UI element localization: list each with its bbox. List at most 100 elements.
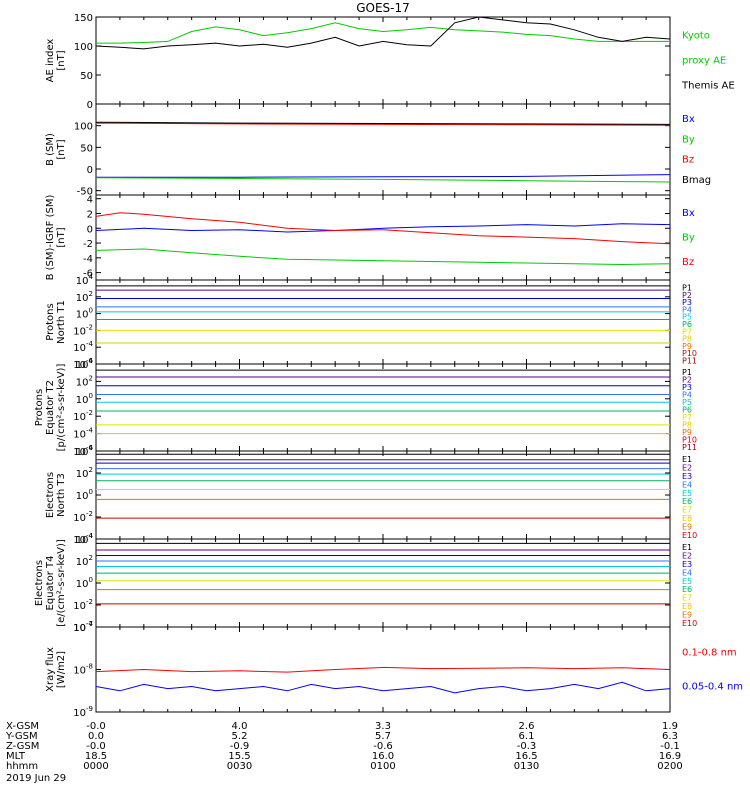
legend-entry: E9 — [682, 522, 692, 531]
y-tick-label: 102 — [76, 554, 93, 568]
legend-entry: Bmag — [682, 175, 711, 186]
series-line-bz — [95, 122, 671, 126]
date-label: 2019 Jun 29 — [6, 773, 66, 784]
ephemeris-value: 0200 — [657, 761, 682, 772]
legend-entry: E7 — [682, 594, 692, 603]
panel-electrons-t4: 104 102 100 10-2 10-4 Electrons Equator T4 [e/(… — [34, 532, 697, 634]
ephemeris-row-label: MLT — [6, 751, 26, 762]
y-tick-label: 100 — [76, 576, 93, 590]
legend-entry: 0.1-0.8 nm — [682, 648, 737, 659]
legend-entry: E6 — [682, 585, 692, 594]
ephemeris-value: 1.9 — [662, 721, 678, 732]
legend-entry: E4 — [682, 480, 692, 489]
series-line-bx — [96, 174, 671, 178]
ephemeris-value: 16.9 — [659, 751, 681, 762]
y-tick-label: 0 — [87, 224, 93, 235]
y-tick-label: 104 — [76, 357, 94, 371]
ephemeris-value: -0.0 — [86, 721, 106, 732]
panel-ae: 0 50 100 150 AE index [nT] Kyoto proxy AE Themis… — [45, 13, 735, 111]
series-line-0-05-0-4-nm — [95, 681, 671, 694]
legend-entry: P5 — [682, 398, 692, 407]
legend-entry: By — [682, 134, 695, 145]
y-tick-label: 4 — [87, 195, 93, 206]
ephemeris-value: -0.6 — [373, 741, 393, 752]
legend-entry: P8 — [682, 335, 692, 344]
y-tick-label: 100 — [76, 392, 93, 406]
y-axis-label: B (SM)-IGRF (SM) — [45, 195, 56, 281]
legend-entry: P2 — [682, 291, 692, 300]
legend-entry: P1 — [682, 284, 692, 293]
chart-title: GOES-17 — [356, 1, 410, 15]
legend-entry: 0.05-0.4 nm — [682, 682, 743, 693]
legend-entry: Themis AE — [681, 80, 735, 91]
panel-frame — [95, 16, 671, 105]
ephemeris-value: 0030 — [227, 761, 252, 772]
ephemeris-value: 0000 — [83, 761, 108, 772]
y-axis-label: [p/(cm²-s-sr-keV)] — [56, 364, 67, 452]
y-tick-label: 10-4 — [73, 532, 93, 546]
y-tick-label: 0 — [87, 165, 93, 176]
series-line-bmag — [95, 121, 671, 125]
panel-xray: 10-7 10-8 10-9 Xray flux [W/m2] 0.1-0.8 nm 0.0… — [45, 620, 743, 719]
y-tick-label: -50 — [77, 187, 93, 198]
ephemeris-value: 2.6 — [519, 721, 535, 732]
y-axis-label: [e/(cm²-s-sr-keV)] — [56, 539, 67, 627]
y-axis-label: AE index — [45, 39, 56, 83]
legend-entry: P11 — [682, 443, 697, 452]
y-axis-label: Equator T4 — [45, 556, 56, 611]
legend-entry: P2 — [682, 375, 692, 384]
ephemeris-row-label: Z-GSM — [6, 741, 39, 752]
y-tick-label: 150 — [74, 13, 93, 24]
legend-entry: E5 — [682, 489, 692, 498]
legend-entry: Bx — [682, 208, 695, 219]
y-tick-label: 104 — [76, 273, 94, 287]
ephemeris-value: -0.1 — [660, 741, 680, 752]
y-tick-label: -4 — [83, 254, 93, 265]
legend-entry: E4 — [682, 568, 692, 577]
y-tick-label: 102 — [76, 374, 93, 388]
y-axis-label: [nT] — [56, 50, 67, 70]
legend-entry: E3 — [682, 560, 692, 569]
panel-frame — [95, 538, 671, 628]
ephemeris-value: 0100 — [370, 761, 395, 772]
y-tick-label: 10-2 — [73, 510, 93, 524]
y-tick-label: 50 — [80, 71, 93, 82]
legend-entry: P8 — [682, 421, 692, 430]
legend-entry: P6 — [682, 406, 692, 415]
ephemeris-value: 4.0 — [232, 721, 248, 732]
legend-entry: E7 — [682, 506, 692, 515]
y-tick-label: 10-2 — [73, 323, 93, 337]
y-axis-label: Electrons — [34, 560, 45, 606]
y-tick-label: 10-7 — [73, 620, 93, 634]
y-tick-label: 102 — [76, 466, 93, 480]
legend-entry: E2 — [682, 552, 692, 561]
legend-entry: E1 — [682, 543, 692, 552]
y-axis-label: Protons — [45, 303, 56, 340]
ephemeris-row-label: X-GSM — [6, 721, 39, 732]
ephemeris-value: 6.3 — [662, 731, 678, 742]
legend-entry: Bz — [682, 155, 694, 166]
legend-entry: P4 — [682, 305, 692, 314]
y-axis-label: Electrons — [45, 472, 56, 518]
legend-entry: P3 — [682, 383, 692, 392]
legend-entry: P5 — [682, 313, 692, 322]
y-tick-label: 100 — [76, 307, 93, 321]
legend-entry: E8 — [682, 514, 692, 523]
y-axis-label: [nT] — [56, 139, 67, 159]
y-tick-label: 10-4 — [73, 620, 93, 634]
ephemeris-row-label: hhmm — [6, 761, 38, 772]
y-tick-label: 0 — [87, 100, 93, 111]
legend-entry: Bx — [682, 114, 695, 125]
series-line-themis-ae — [95, 16, 671, 50]
legend-entry: E2 — [682, 464, 692, 473]
ephemeris-value: 16.5 — [515, 751, 537, 762]
legend-entry: E10 — [682, 531, 697, 540]
y-tick-label: 2 — [87, 209, 93, 220]
legend-entry: P10 — [682, 349, 697, 358]
legend-entry: E8 — [682, 602, 692, 611]
legend-entry: P11 — [682, 356, 697, 365]
y-tick-label: 100 — [74, 122, 93, 133]
legend-entry: P1 — [682, 368, 692, 377]
